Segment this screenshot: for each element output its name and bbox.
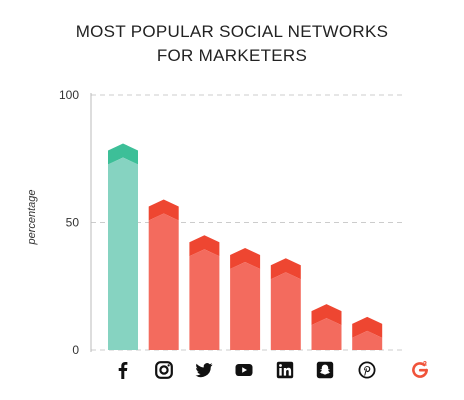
bar-cap	[270, 258, 301, 280]
g2-logo-icon	[411, 361, 429, 379]
bar-body	[189, 249, 220, 350]
bar-cap	[108, 143, 138, 165]
bar-body	[311, 318, 342, 350]
youtube-icon	[235, 361, 253, 379]
snapchat-icon	[316, 361, 334, 379]
bar-instagram	[148, 199, 179, 350]
chart-title-line-2: FOR MARKETERS	[156, 46, 308, 65]
bar-linkedin	[270, 258, 301, 350]
bar-body	[270, 272, 301, 350]
bar-youtube	[230, 248, 261, 350]
pinterest-icon	[358, 361, 376, 379]
y-tick-labels: 0 50 100	[59, 88, 79, 357]
instagram-icon	[155, 361, 173, 379]
bar-snapchat	[311, 304, 342, 350]
twitter-icon	[195, 361, 213, 379]
bar-pinterest	[352, 316, 383, 350]
bar-cap	[230, 248, 261, 269]
bar-body	[148, 213, 179, 350]
y-tick-label: 50	[66, 216, 80, 230]
y-tick-label: 0	[72, 343, 79, 357]
facebook-icon	[114, 361, 132, 379]
bar-twitter	[189, 235, 220, 350]
bar-cap	[148, 199, 179, 221]
bars	[108, 143, 383, 350]
bar-cap	[311, 304, 342, 326]
bar-cap	[352, 316, 383, 338]
y-tick-label: 100	[59, 88, 79, 102]
chart-title-line-1: MOST POPULAR SOCIAL NETWORKS	[75, 22, 389, 41]
bar-cap	[189, 235, 220, 257]
bar-body	[352, 330, 383, 350]
y-axis-label: percentage	[26, 189, 38, 245]
bar-body	[230, 262, 261, 350]
bar-body	[108, 157, 138, 350]
linkedin-icon	[276, 361, 294, 379]
chart-title: MOST POPULAR SOCIAL NETWORKS FOR MARKETE…	[0, 20, 464, 68]
bar-facebook	[108, 143, 138, 350]
